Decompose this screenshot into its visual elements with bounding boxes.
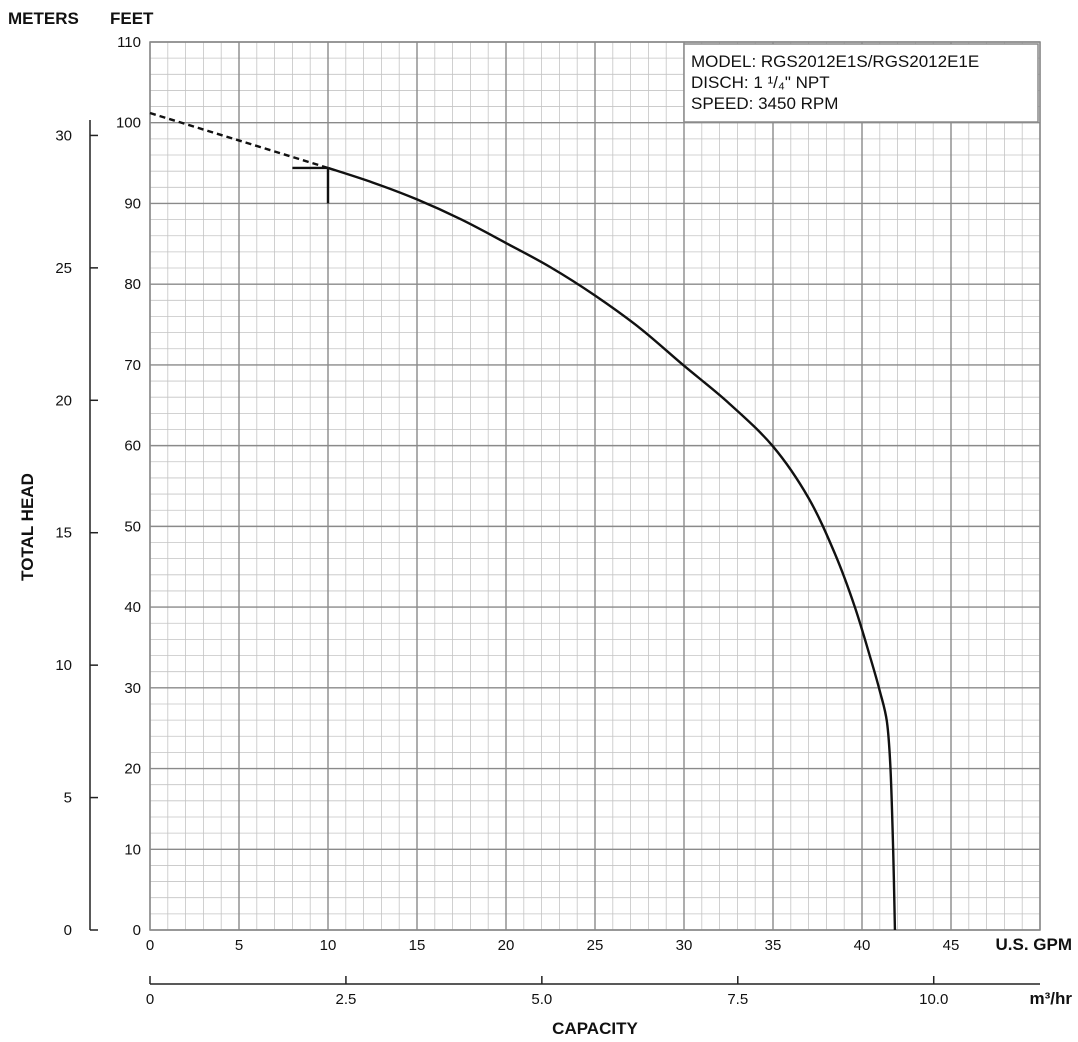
gpm-tick-label: 25	[587, 937, 604, 954]
grid-major	[149, 41, 1041, 931]
gpm-tick-label: 5	[235, 937, 243, 954]
feet-tick-label: 40	[124, 599, 141, 616]
gpm-unit-label: U.S. GPM	[995, 935, 1072, 954]
feet-tick-label: 20	[124, 761, 141, 778]
marker	[292, 166, 330, 204]
feet-tick-label: 70	[124, 357, 141, 374]
model-info-box: MODEL: RGS2012E1S/RGS2012E1E DISCH: 1 ¹/…	[683, 43, 1039, 123]
plot-frame	[149, 41, 1041, 931]
feet-axis-ticks: 0 10 20 30 40 50 60 70 80 90 100 110	[116, 34, 141, 939]
gpm-tick-label: 45	[943, 937, 960, 954]
meters-unit-label: METERS	[8, 9, 79, 28]
discharge-text: DISCH: 1 ¹/₄" NPT	[691, 73, 830, 92]
speed-text: SPEED: 3450 RPM	[691, 94, 838, 113]
feet-tick-label: 60	[124, 438, 141, 455]
feet-tick-label: 10	[124, 841, 141, 858]
gpm-tick-label: 20	[498, 937, 515, 954]
feet-tick-label: 30	[124, 680, 141, 697]
meters-tick-label: 5	[64, 790, 72, 807]
meters-tick-label: 30	[55, 127, 72, 144]
feet-tick-label: 90	[124, 195, 141, 212]
m3hr-axis-ticks: 0 2.5 5.0 7.5 10.0	[146, 976, 948, 1008]
y-axis-title: TOTAL HEAD	[18, 473, 37, 581]
feet-tick-label: 80	[124, 276, 141, 293]
pump-curves	[149, 111, 897, 931]
feet-tick-label: 110	[117, 34, 141, 51]
gpm-tick-label: 15	[409, 937, 426, 954]
feet-unit-label: FEET	[110, 9, 154, 28]
feet-tick-label: 0	[133, 922, 141, 939]
x-axis-title: CAPACITY	[552, 1019, 638, 1038]
meters-tick-label: 10	[55, 657, 72, 674]
meters-tick-label: 25	[55, 260, 72, 277]
m3hr-tick-label: 2.5	[335, 991, 356, 1008]
meters-axis-ticks: 0 5 10 15 20 25 30	[55, 127, 98, 939]
feet-tick-label: 100	[116, 115, 141, 132]
meters-tick-label: 20	[55, 392, 72, 409]
meters-tick-label: 0	[64, 922, 72, 939]
gpm-tick-label: 35	[765, 937, 782, 954]
model-text: MODEL: RGS2012E1S/RGS2012E1E	[691, 52, 979, 71]
meters-tick-label: 15	[55, 525, 72, 542]
feet-tick-label: 50	[124, 518, 141, 535]
gpm-axis-ticks: 0 5 10 15 20 25 30 35 40 45	[146, 937, 960, 954]
curve-dashed-segment	[149, 111, 329, 170]
m3hr-tick-label: 5.0	[531, 991, 552, 1008]
m3hr-tick-label: 10.0	[919, 991, 948, 1008]
m3hr-tick-label: 0	[146, 991, 154, 1008]
m3hr-tick-label: 7.5	[727, 991, 748, 1008]
m3hr-unit-label: m³/hr	[1030, 989, 1073, 1008]
gpm-tick-label: 40	[854, 937, 871, 954]
curve-solid-segment	[327, 166, 897, 931]
gpm-tick-label: 10	[320, 937, 337, 954]
gpm-tick-label: 0	[146, 937, 154, 954]
gpm-tick-label: 30	[676, 937, 693, 954]
